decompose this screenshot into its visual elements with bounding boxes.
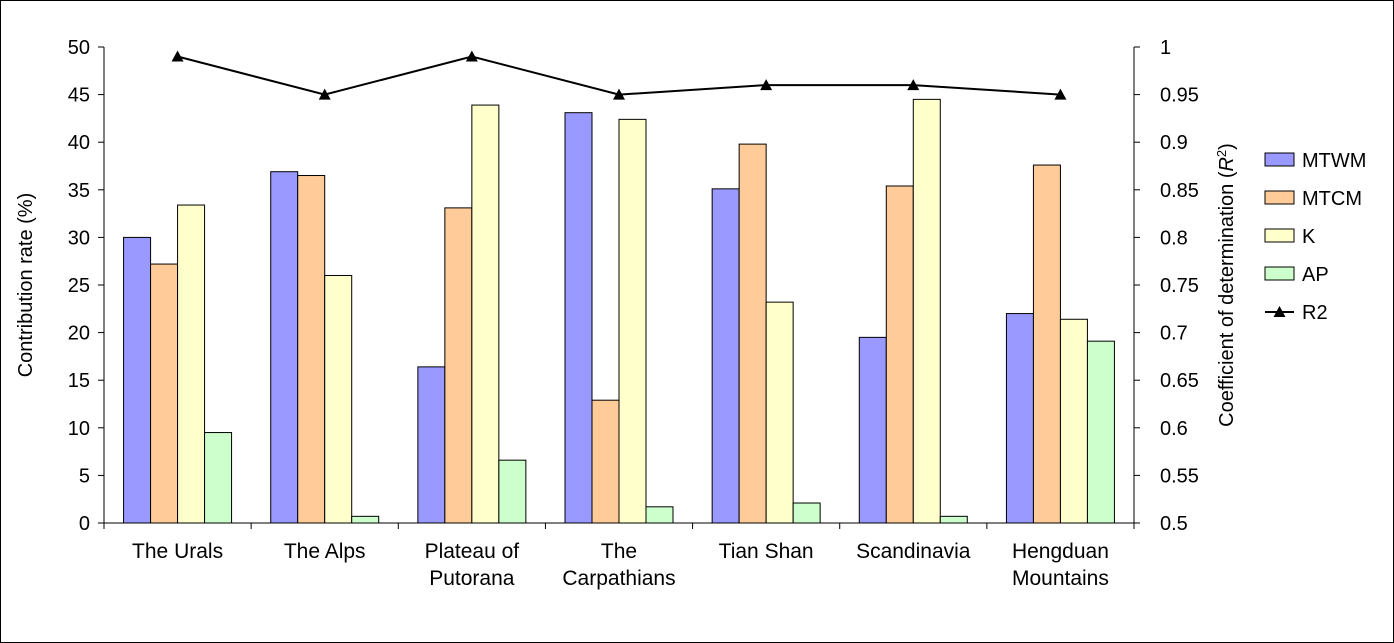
bars-group <box>123 98 1115 524</box>
bar-mtwm-1 <box>270 171 299 524</box>
y2-tick-label: 0.6 <box>1160 418 1188 440</box>
y2-tick-label: 0.7 <box>1160 323 1188 345</box>
category-label: Carpathians <box>562 567 675 590</box>
y-tick-label: 15 <box>68 370 90 392</box>
y-tick-label: 5 <box>79 465 90 487</box>
y2-tick-label: 0.75 <box>1160 275 1199 297</box>
legend-label-mtwm: MTWM <box>1302 150 1366 172</box>
bar-ap-2 <box>498 459 527 524</box>
y-tick-label: 40 <box>68 132 90 154</box>
category-label: Hengduan <box>1012 540 1109 563</box>
bar-mtwm-6 <box>1005 313 1034 524</box>
bar-mtwm-0 <box>123 236 152 524</box>
y2-axis-title-suffix: ) <box>1216 143 1238 150</box>
y-tick-label: 30 <box>68 227 90 249</box>
bar-mtcm-4 <box>738 143 767 524</box>
legend-label-mtcm: MTCM <box>1302 188 1362 210</box>
r2-marker-4 <box>760 79 773 91</box>
y2-tick-label: 0.65 <box>1160 370 1199 392</box>
y-tick-label: 0 <box>79 513 90 535</box>
bar-ap-6 <box>1086 340 1115 524</box>
y2-tick-label: 0.95 <box>1160 85 1199 107</box>
y-tick-label: 25 <box>68 275 90 297</box>
category-label: Plateau of <box>425 540 520 563</box>
r2-marker-5 <box>907 79 920 91</box>
y2-tick-label: 0.9 <box>1160 132 1188 154</box>
bar-k-0 <box>177 204 206 524</box>
legend-swatch-r2-marker <box>1273 306 1286 317</box>
y2-tick-label: 0.55 <box>1160 465 1199 487</box>
bar-mtcm-2 <box>444 207 473 524</box>
y2-axis-title-symbol: R <box>1216 157 1238 171</box>
y2-tick-label: 1 <box>1160 37 1171 59</box>
category-labels: The Urals The Alps Plateau of Putorana The Ca… <box>132 540 1109 590</box>
y-tick-label: 50 <box>68 37 90 59</box>
y2-tick-label: 0.85 <box>1160 180 1199 202</box>
bar-mtcm-5 <box>885 185 914 524</box>
bar-k-6 <box>1059 318 1088 524</box>
r2-marker-6 <box>1054 88 1067 100</box>
legend-label-ap: AP <box>1302 264 1329 286</box>
legend-label-r2: R2 <box>1302 302 1328 324</box>
legend-swatch-mtcm <box>1264 190 1295 205</box>
bar-ap-0 <box>204 432 233 524</box>
bar-ap-1 <box>351 515 380 524</box>
bar-mtwm-2 <box>417 366 446 524</box>
bar-mtwm-3 <box>564 112 593 524</box>
legend-swatch-ap <box>1264 266 1295 281</box>
category-label: The <box>601 540 637 563</box>
bar-k-4 <box>765 301 794 524</box>
bar-k-5 <box>912 98 941 524</box>
r2-line-group <box>171 50 1067 100</box>
y-tick-label: 10 <box>68 418 90 440</box>
category-label: Scandinavia <box>856 540 971 563</box>
category-label: Putorana <box>429 567 515 590</box>
y2-tick-label: 0.5 <box>1160 513 1188 535</box>
r2-marker-3 <box>613 88 625 100</box>
right-axis-ticks: 0.5 0.55 0.6 0.65 0.7 0.75 0.8 0.85 0.9 0.95 1 <box>1134 37 1199 535</box>
category-label: Mountains <box>1012 567 1109 590</box>
y-axis-title: Contribution rate (%) <box>15 193 37 378</box>
bar-ap-5 <box>939 515 968 524</box>
y-tick-label: 35 <box>68 180 90 202</box>
bar-mtcm-3 <box>591 399 620 524</box>
bar-ap-4 <box>792 502 821 524</box>
category-label: The Alps <box>284 540 366 563</box>
bar-k-2 <box>471 104 500 524</box>
y2-tick-label: 0.8 <box>1160 227 1188 249</box>
legend-swatch-mtwm <box>1264 152 1295 167</box>
bar-mtcm-0 <box>150 263 179 524</box>
y2-axis-title-sup: 2 <box>1214 150 1229 157</box>
r2-marker-0 <box>171 50 184 62</box>
y2-axis-title: Coefficient of determination (R2) <box>1214 143 1239 427</box>
y-tick-label: 45 <box>68 85 90 107</box>
legend-label-k: K <box>1302 226 1316 248</box>
y2-axis-title-prefix: Coefficient of determination ( <box>1216 171 1238 427</box>
category-label: Tian Shan <box>719 540 814 563</box>
bar-mtwm-4 <box>711 188 740 524</box>
r2-marker-2 <box>465 50 478 62</box>
left-axis-ticks: 0 5 10 15 20 25 30 35 40 45 50 <box>68 37 104 535</box>
bar-k-3 <box>618 118 647 524</box>
y-tick-label: 20 <box>68 323 90 345</box>
bar-mtcm-1 <box>297 175 326 524</box>
r2-marker-1 <box>318 88 331 100</box>
bar-ap-3 <box>645 506 674 524</box>
bar-mtcm-6 <box>1032 164 1061 524</box>
legend-swatch-k <box>1264 228 1295 243</box>
legend: MTWM MTCM K AP R2 <box>1264 150 1366 324</box>
bar-k-1 <box>324 274 353 524</box>
category-label: The Urals <box>132 540 223 563</box>
bar-mtwm-5 <box>858 336 887 524</box>
